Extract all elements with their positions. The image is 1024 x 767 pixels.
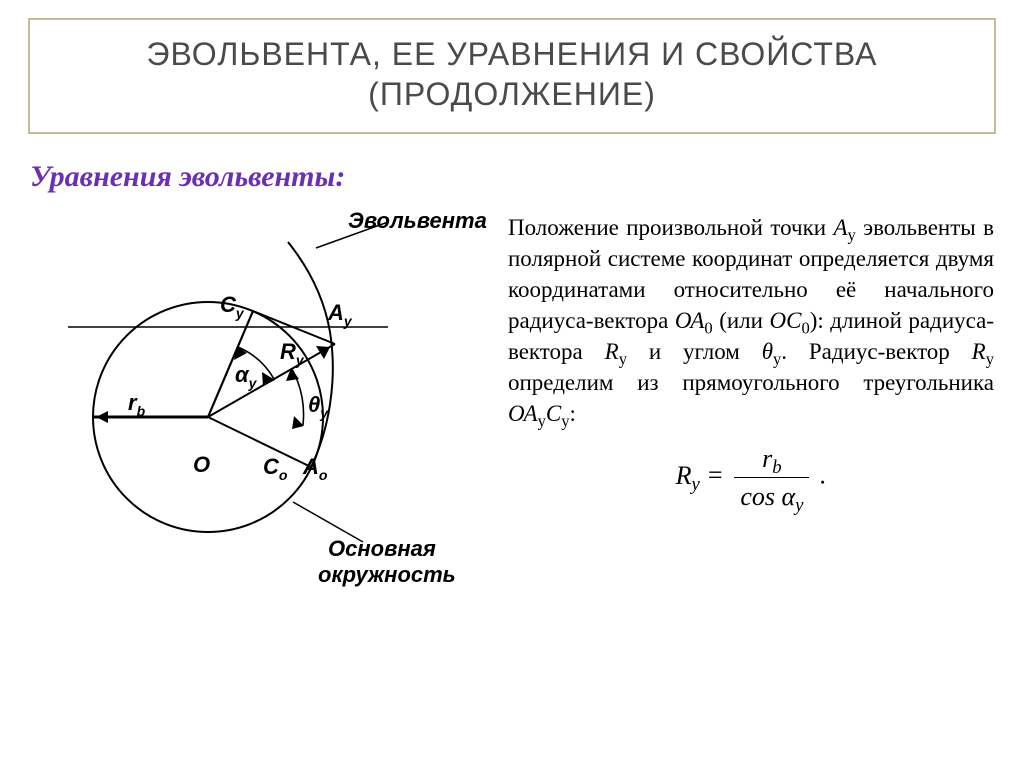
content-row: Оrb Су Ау Rуαу θу Со Ао Эвольвента Основнаяокруж… [28,212,996,597]
numerator: rb [734,441,809,478]
fraction: rb cos αy [734,441,809,514]
num-r: r [762,444,772,473]
svg-text:rb: rb [128,390,146,419]
formula-period: . [820,461,827,490]
den-sub: y [795,496,803,517]
svg-text:Ау: Ау [327,300,353,329]
paragraph-text: Положение произвольной точки Ау эвольвен… [508,212,994,429]
svg-text:Су: Су [220,292,245,321]
den-cos: cos α [740,482,795,511]
svg-text:αу: αу [235,362,258,391]
svg-text:Ао: Ао [302,454,328,483]
formula-R: R [676,461,692,490]
svg-text:окружность: окружность [318,562,456,587]
svg-text:Эвольвента: Эвольвента [348,212,487,233]
formula-left: Ry [676,461,707,490]
formula-R-sub: y [691,474,699,495]
svg-text:θу: θу [308,392,329,421]
equals-sign: = [706,461,730,490]
formula: Ry = rb cos αy . [508,441,994,514]
svg-text:Rу: Rу [280,339,305,368]
subheading: Уравнения эвольвенты: [28,160,996,194]
title-line2: (ПРОДОЛЖЕНИЕ) [40,74,984,114]
title-line1: ЭВОЛЬВЕНТА, ЕЕ УРАВНЕНИЯ И СВОЙСТВА [40,34,984,74]
slide: ЭВОЛЬВЕНТА, ЕЕ УРАВНЕНИЯ И СВОЙСТВА (ПРО… [0,0,1024,767]
diagram-container: Оrb Су Ау Rуαу θу Со Ао Эвольвента Основнаяокруж… [28,212,508,597]
paragraph-block: Положение произвольной точки Ау эвольвен… [508,212,996,597]
denominator: cos αy [734,478,809,514]
title-box: ЭВОЛЬВЕНТА, ЕЕ УРАВНЕНИЯ И СВОЙСТВА (ПРО… [28,18,996,134]
svg-text:Основная: Основная [328,536,436,561]
svg-text:О: О [193,452,210,477]
svg-text:Со: Со [263,454,288,483]
diagram-svg: Оrb Су Ау Rуαу θу Со Ао Эвольвента Основнаяокруж… [28,212,508,592]
num-r-sub: b [772,458,781,479]
